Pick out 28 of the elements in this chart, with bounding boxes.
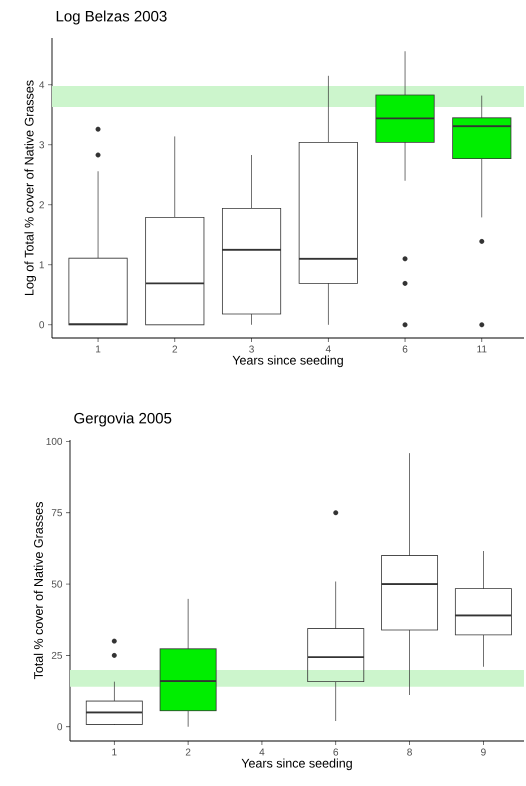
x-tick-label: 6 [402,346,408,353]
x-axis-title: Years since seeding [232,355,343,368]
y-axis-title: Log of Total % cover of Native Grasses [24,80,36,296]
y-tick-label: 1 [40,261,44,268]
x-tick-label: 8 [407,748,412,756]
y-tick-label: 50 [52,580,62,588]
x-tick-label: 9 [481,748,486,756]
x-tick-label: 1 [96,346,100,352]
y-tick-label: 0 [39,321,44,328]
chart-title: Log Belzas 2003 [56,10,167,24]
chart-title: Gergovia 2005 [74,412,172,426]
y-tick-label: 2 [39,201,44,208]
y-tick-label: 0 [57,723,62,730]
x-tick-label: 2 [172,346,178,353]
y-axis-title: Total % cover of Native Grasses [34,502,43,680]
x-tick-label: 4 [326,346,331,352]
x-tick-label: 3 [249,346,254,353]
x-tick-label: 1 [112,748,117,756]
y-tick-label: 100 [46,438,62,445]
x-tick-label: 4 [259,748,264,756]
y-tick-label: 4 [39,81,44,88]
x-axis-title: Years since seeding [242,758,352,770]
y-tick-label: 3 [39,141,44,148]
x-tick-label: 11 [477,346,486,352]
x-tick-label: 6 [333,748,338,756]
y-tick-label: 25 [52,652,62,659]
y-tick-label: 75 [52,509,62,516]
x-tick-label: 2 [186,748,190,756]
